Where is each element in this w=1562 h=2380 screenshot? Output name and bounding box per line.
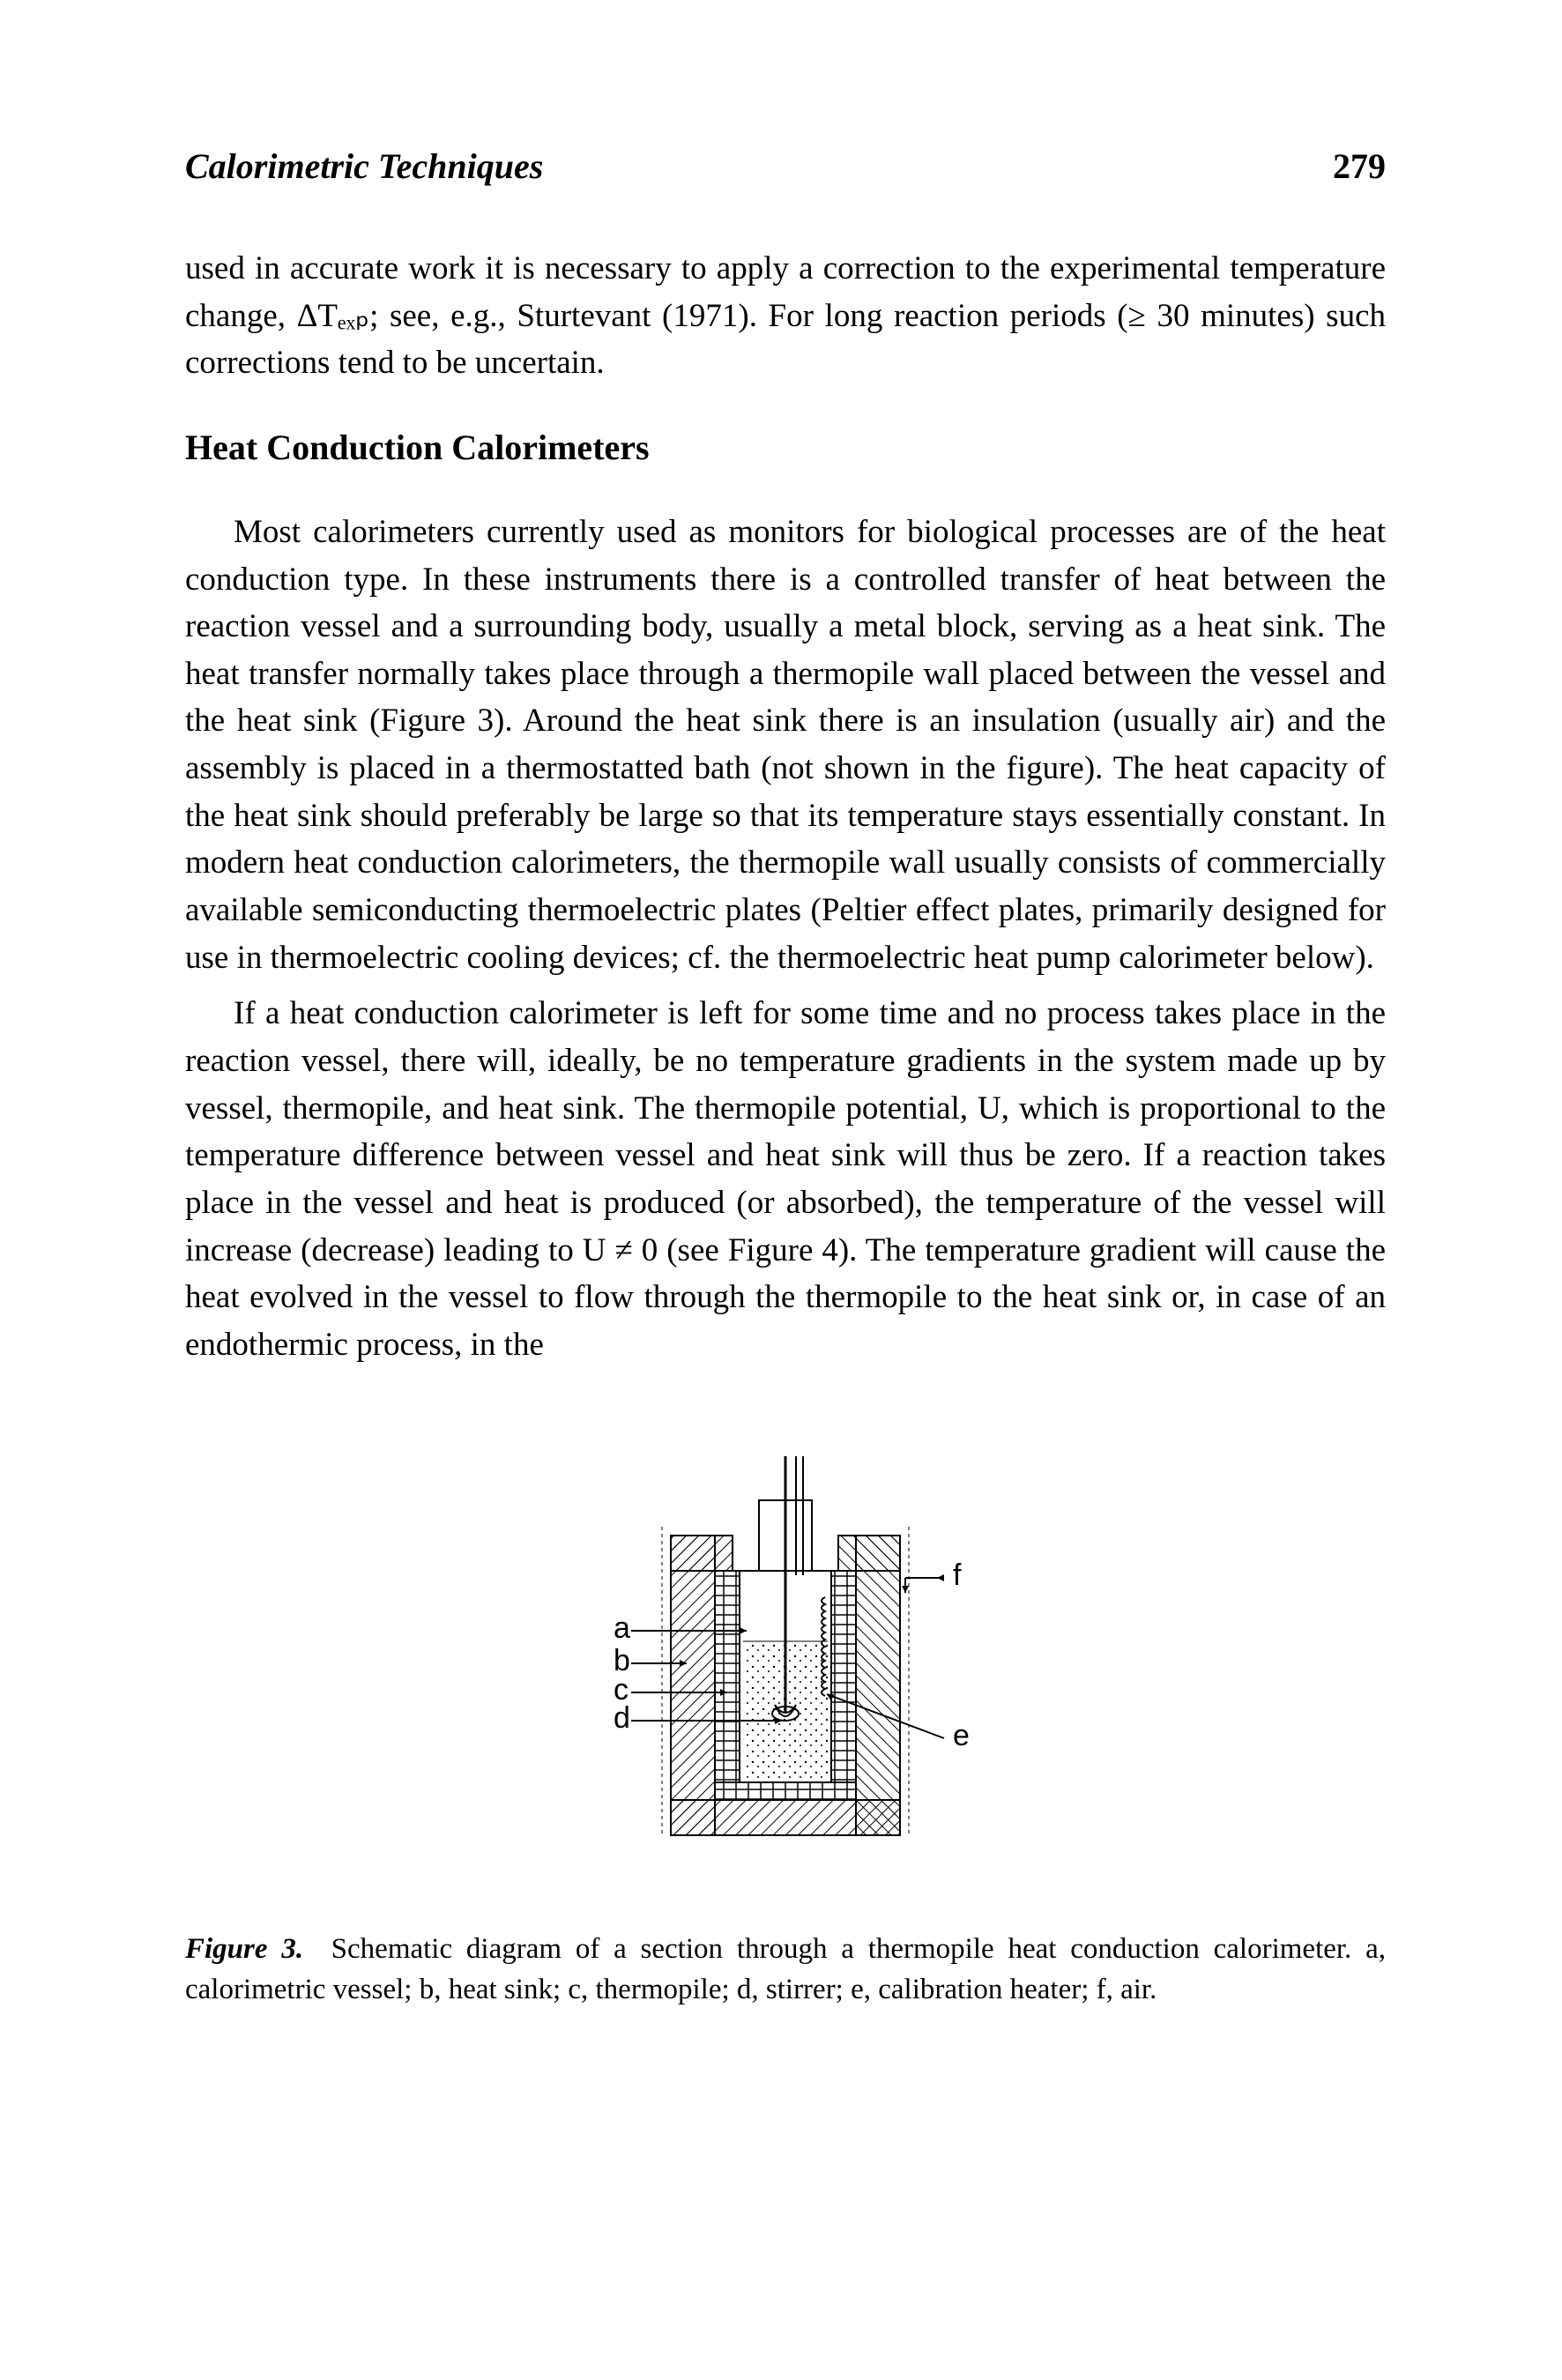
section-heading: Heat Conduction Calorimeters	[185, 422, 1386, 473]
paragraph-3: If a heat conduction calorimeter is left…	[185, 990, 1386, 1368]
figure-caption-text: Schematic diagram of a section through a…	[185, 1933, 1386, 2005]
figure-3-caption: Figure 3. Schematic diagram of a section…	[185, 1929, 1386, 2010]
figure-label-d: d	[614, 1701, 630, 1735]
page: Calorimetric Techniques 279 used in accu…	[0, 0, 1562, 2380]
page-number: 279	[1333, 141, 1386, 192]
running-title: Calorimetric Techniques	[185, 141, 543, 192]
figure-caption-label: Figure 3.	[185, 1933, 303, 1965]
paragraph-2-text: Most calorimeters currently used as moni…	[185, 514, 1386, 976]
page-header: Calorimetric Techniques 279	[185, 141, 1386, 192]
figure-3: a b c d e f	[185, 1421, 1386, 1893]
figure-label-a: a	[614, 1611, 630, 1645]
paragraph-2: Most calorimeters currently used as moni…	[185, 509, 1386, 981]
figure-label-e: e	[953, 1719, 970, 1752]
calorimeter-diagram: a b c d e f	[539, 1421, 1032, 1879]
paragraph-1: used in accurate work it is necessary to…	[185, 245, 1386, 387]
figure-label-f: f	[953, 1558, 962, 1592]
paragraph-3-text: If a heat conduction calorimeter is left…	[185, 995, 1386, 1362]
